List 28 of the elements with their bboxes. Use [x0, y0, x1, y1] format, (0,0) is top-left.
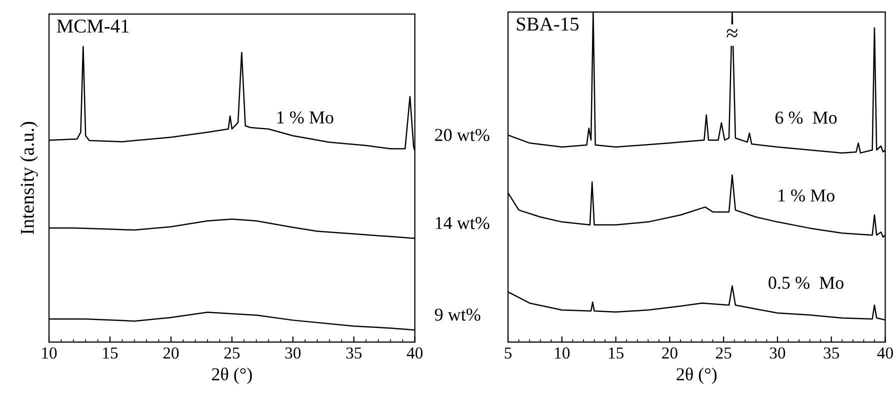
y-axis-title: Intensity (a.u.) — [20, 122, 38, 234]
series-label: 1 % Mo — [778, 189, 834, 202]
x-tick-label: 10 — [42, 347, 57, 359]
x-tick-label: 25 — [716, 347, 732, 359]
x-tick-label: 35 — [824, 347, 840, 359]
x-tick-label: 20 — [163, 347, 179, 359]
x-tick-label: 40 — [877, 347, 893, 359]
x-tick-label: 40 — [406, 347, 423, 359]
series-label: 20 wt% — [435, 128, 490, 142]
x-axis-title: 2θ (°) — [212, 368, 252, 384]
x-tick-label: 10 — [555, 347, 570, 359]
series-label: 14 wt% — [436, 216, 490, 230]
chart-title: SBA-15 — [516, 18, 579, 31]
annotation: 1 % Mo — [277, 111, 334, 124]
x-tick-label: 15 — [608, 347, 624, 359]
x-tick-label: 25 — [224, 347, 240, 359]
x-tick-label: 30 — [770, 347, 786, 359]
chart-title: MCM-41 — [56, 20, 129, 33]
x-tick-label: 20 — [662, 347, 678, 359]
x-tick-label: 5 — [504, 348, 512, 359]
x-tick-label: 30 — [285, 347, 301, 359]
series-label: 9 wt% — [434, 308, 480, 321]
x-tick-label: 15 — [103, 347, 118, 359]
annotation: ≈ — [726, 29, 738, 38]
series-label: 0.5 % Mo — [768, 276, 844, 289]
x-axis-title: 2θ (°) — [676, 368, 717, 384]
x-tick-label: 35 — [346, 347, 362, 359]
series-label: 6 % Mo — [775, 112, 837, 124]
